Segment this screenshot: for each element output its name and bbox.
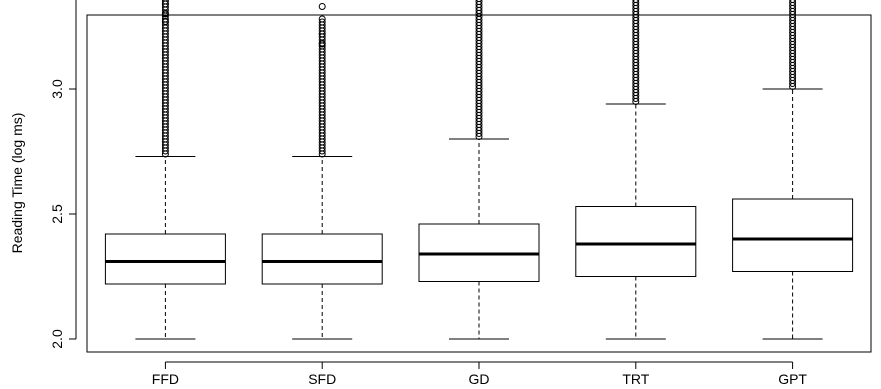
box-gpt: [732, 0, 854, 340]
box-ffd: [104, 0, 226, 340]
x-axis: FFD SFD GD TRT GPT: [152, 361, 807, 387]
x-tick-label: FFD: [152, 371, 179, 387]
x-tick-label: TRT: [622, 371, 649, 387]
box-sfd: [261, 3, 383, 340]
box-gd: [418, 0, 540, 340]
outlier-point: [161, 18, 169, 25]
outlier-point: [161, 0, 169, 8]
iqr-box: [261, 233, 383, 285]
x-tick-label: GPT: [778, 371, 807, 387]
y-axis: 2.02.53.03.54.04.5: [49, 0, 77, 349]
outlier-column: [318, 3, 326, 158]
outlier-point: [632, 0, 640, 3]
outlier-column: [161, 0, 169, 158]
plot-frame: [86, 14, 872, 353]
outlier-point: [161, 0, 169, 5]
outlier-point: [632, 0, 640, 6]
outlier-point: [318, 30, 326, 38]
x-tick-label: SFD: [308, 371, 336, 387]
boxes-layer: [104, 0, 854, 340]
y-tick-label: 2.0: [49, 329, 65, 349]
outlier-point: [318, 3, 326, 10]
outlier-column: [632, 0, 640, 105]
outlier-point: [475, 0, 483, 2]
outlier-point: [318, 15, 326, 23]
outlier-point: [789, 0, 797, 3]
y-tick-label: 2.5: [49, 204, 65, 224]
iqr-box: [732, 198, 854, 272]
y-axis-title: Reading Time (log ms): [9, 113, 25, 254]
outlier-column: [789, 0, 797, 90]
x-tick-label: GD: [469, 371, 490, 387]
outlier-point: [318, 40, 326, 48]
outlier-point: [161, 10, 169, 18]
outlier-column: [475, 0, 483, 140]
outlier-point: [475, 0, 483, 5]
iqr-box: [575, 206, 697, 277]
box-trt: [575, 0, 697, 340]
iqr-box: [104, 233, 226, 285]
y-tick-label: 3.0: [49, 79, 65, 99]
outlier-point: [789, 0, 797, 6]
outlier-point: [318, 18, 326, 26]
